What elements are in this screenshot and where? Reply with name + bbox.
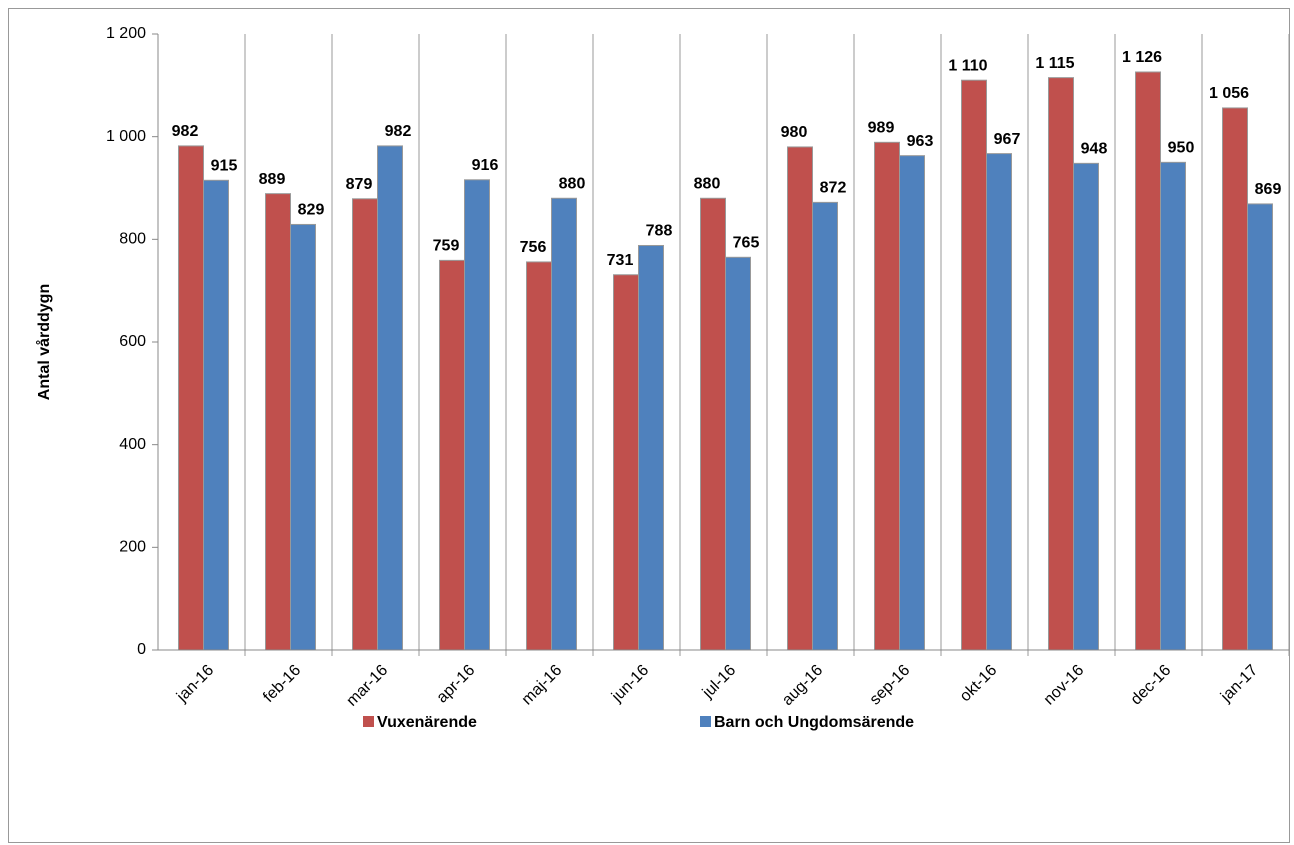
bar	[874, 141, 900, 651]
x-tick-label: nov-16	[1041, 662, 1088, 709]
y-tick-label: 400	[119, 436, 146, 453]
value-label: 1 115	[1035, 55, 1074, 72]
bar	[1073, 162, 1099, 651]
bar	[265, 193, 291, 651]
bar	[638, 244, 664, 651]
y-tick-label: 1 000	[106, 128, 146, 145]
bar	[700, 197, 726, 651]
value-label: 872	[820, 180, 847, 197]
value-label: 889	[259, 171, 286, 188]
value-label: 1 056	[1209, 85, 1249, 102]
value-label: 967	[994, 131, 1021, 148]
bar	[812, 201, 838, 651]
y-tick-label: 200	[119, 539, 146, 556]
value-label: 788	[646, 223, 673, 240]
value-label: 915	[211, 158, 238, 175]
bar	[1048, 77, 1074, 651]
value-label: 1 110	[948, 57, 987, 74]
bar	[1222, 107, 1248, 651]
bar	[725, 256, 751, 651]
bar	[1135, 71, 1161, 651]
bar	[551, 197, 577, 651]
x-tick-label: apr-16	[434, 662, 479, 707]
value-label: 756	[520, 239, 547, 256]
y-axis-label: Antal vårddygn	[35, 284, 53, 400]
y-tick-label: 800	[119, 231, 146, 248]
value-label: 1 126	[1122, 49, 1162, 66]
value-label: 759	[433, 238, 460, 255]
x-tick-label: okt-16	[957, 662, 1001, 706]
bar	[787, 146, 813, 651]
value-label: 765	[733, 235, 760, 252]
legend-label: Vuxenärende	[377, 714, 477, 731]
value-label: 948	[1081, 141, 1108, 158]
bar	[203, 179, 229, 651]
legend-swatch	[363, 716, 374, 727]
x-tick-label: jun-16	[608, 662, 652, 706]
x-tick-label: feb-16	[260, 662, 304, 706]
value-label: 880	[559, 175, 586, 192]
legend-label: Barn och Ungdomsärende	[714, 714, 914, 731]
legend-swatch	[700, 716, 711, 727]
bar	[1247, 203, 1273, 651]
bar	[352, 198, 378, 651]
bar	[899, 155, 925, 651]
x-tick-label: jan-17	[1217, 662, 1261, 706]
bar	[377, 145, 403, 651]
value-label: 980	[781, 124, 808, 141]
value-label: 982	[172, 123, 199, 140]
bar	[986, 153, 1012, 651]
x-tick-label: sep-16	[867, 662, 914, 709]
y-tick-label: 1 200	[106, 25, 146, 42]
value-label: 916	[472, 157, 499, 174]
bar	[961, 79, 987, 651]
value-label: 950	[1168, 140, 1195, 157]
bar	[1160, 161, 1186, 651]
x-tick-label: jul-16	[699, 662, 739, 702]
value-label: 982	[385, 123, 412, 140]
bar	[290, 223, 316, 651]
bar	[526, 261, 552, 651]
x-tick-label: jan-16	[173, 662, 217, 706]
bar	[464, 179, 490, 651]
bar	[613, 274, 639, 651]
value-label: 829	[298, 202, 325, 219]
bar	[439, 259, 465, 651]
bar	[178, 145, 204, 651]
x-tick-label: aug-16	[779, 662, 826, 709]
value-label: 989	[868, 120, 895, 137]
value-label: 869	[1255, 181, 1282, 198]
x-tick-label: maj-16	[519, 662, 566, 709]
x-tick-label: mar-16	[343, 662, 391, 710]
value-label: 880	[694, 175, 721, 192]
value-label: 963	[907, 133, 934, 150]
value-label: 879	[346, 176, 373, 193]
y-tick-label: 600	[119, 333, 146, 350]
y-tick-label: 0	[137, 641, 146, 658]
value-label: 731	[607, 252, 634, 269]
x-tick-label: dec-16	[1128, 662, 1175, 709]
